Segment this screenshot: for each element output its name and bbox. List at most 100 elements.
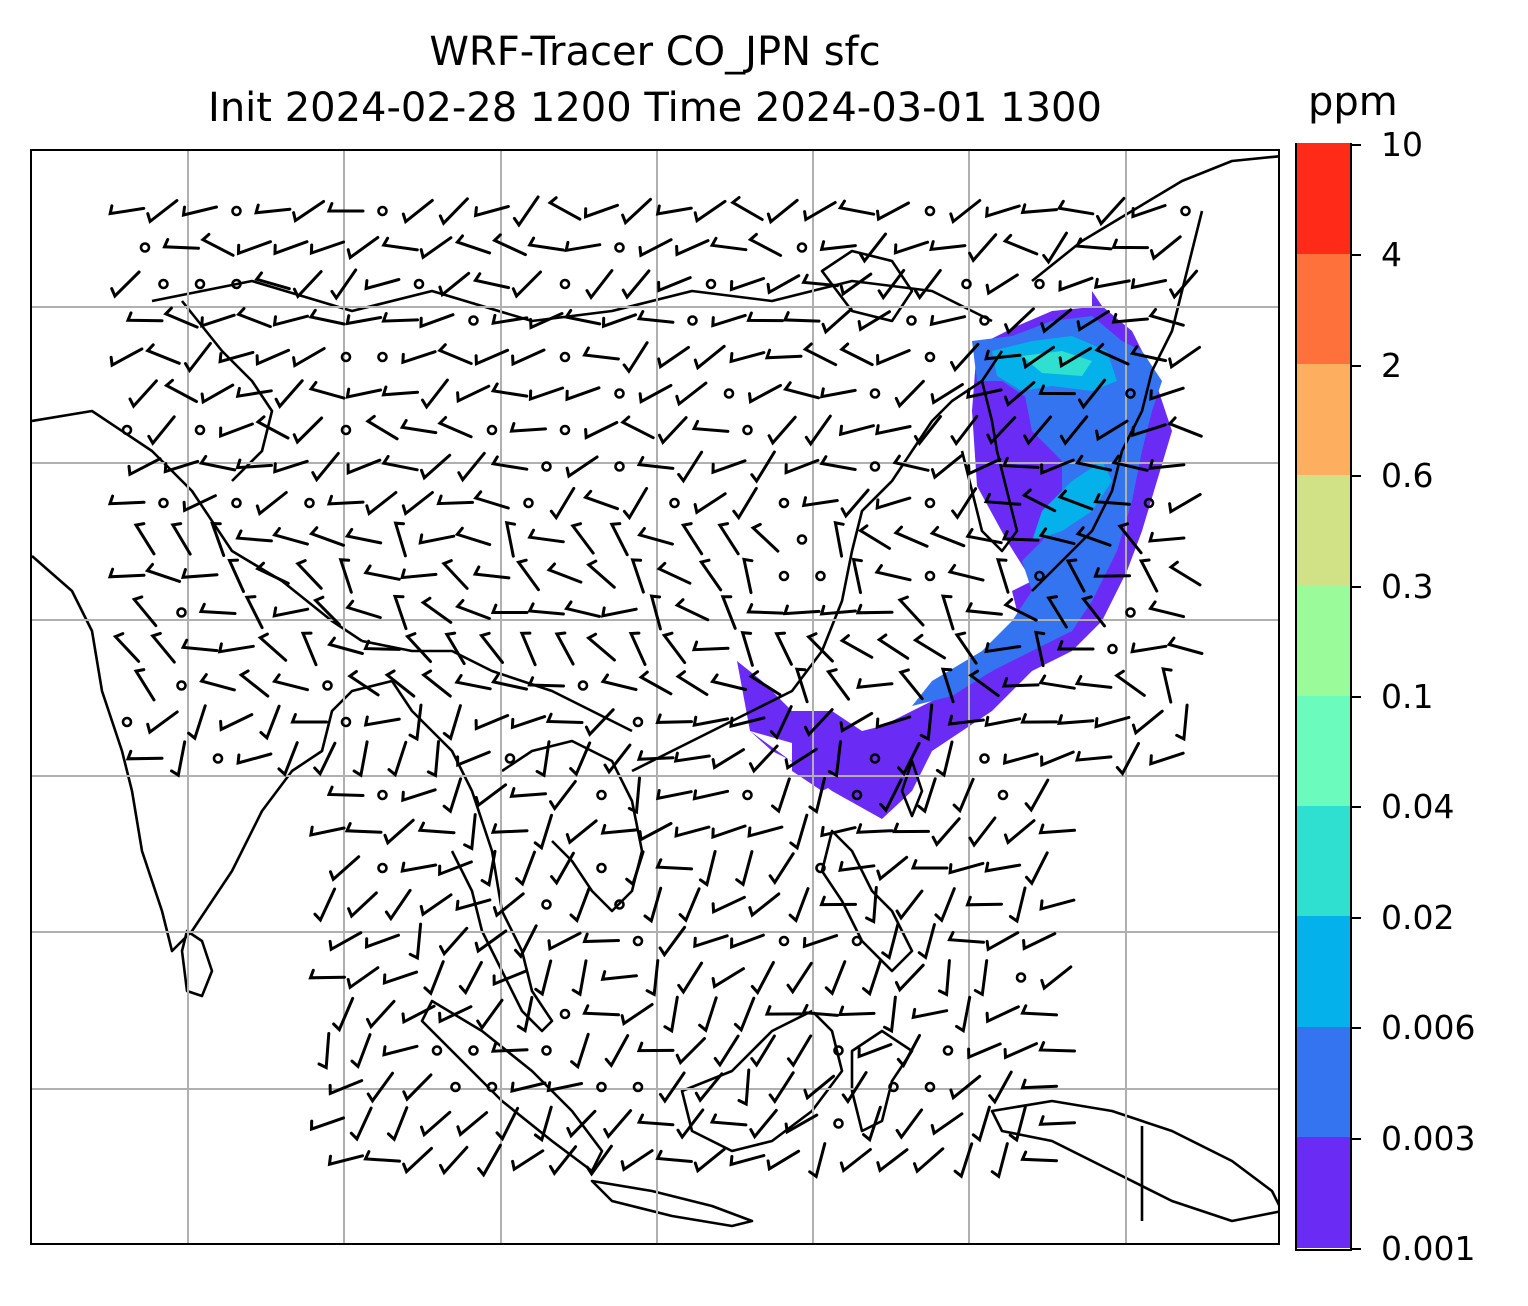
wind-barb xyxy=(1002,752,1039,766)
wind-barb xyxy=(476,998,504,1031)
colorbar-segment xyxy=(1297,363,1350,475)
wind-barb xyxy=(897,741,921,777)
wind-barb xyxy=(328,931,363,952)
calm-wind-circle xyxy=(194,424,206,436)
calm-wind-circle xyxy=(413,278,425,290)
wind-barb xyxy=(1040,965,1073,991)
wind-barb xyxy=(827,740,842,778)
calm-wind-circle xyxy=(541,1045,552,1056)
wind-barb xyxy=(533,813,553,851)
wind-barb xyxy=(983,492,1022,506)
wind-barb xyxy=(272,606,310,618)
wind-barb xyxy=(913,1147,945,1174)
coast-borneo xyxy=(680,1009,844,1153)
wind-barb xyxy=(272,314,309,327)
wind-barb xyxy=(729,716,766,729)
wind-barb xyxy=(273,240,309,256)
wind-barb xyxy=(546,562,583,584)
wind-barb xyxy=(510,715,547,730)
calm-wind-circle xyxy=(577,680,589,691)
wind-barb xyxy=(694,1072,724,1103)
wind-barb xyxy=(919,703,934,742)
wind-barb xyxy=(819,895,857,907)
wind-barbs xyxy=(107,195,1204,1179)
wind-barb xyxy=(112,632,141,663)
wind-barb xyxy=(292,270,323,300)
wind-barb xyxy=(876,855,909,882)
wind-barb xyxy=(1111,238,1149,250)
calm-wind-circle xyxy=(596,789,607,801)
calm-wind-circle xyxy=(596,1081,607,1093)
wind-barb xyxy=(292,200,326,223)
wind-barb xyxy=(1111,312,1149,324)
wind-barb xyxy=(585,1144,613,1177)
wind-barb xyxy=(273,459,309,474)
wind-barb xyxy=(401,198,434,225)
wind-barb xyxy=(408,922,423,961)
map-panel xyxy=(30,149,1280,1245)
wind-barb xyxy=(582,932,620,944)
wind-barb xyxy=(404,632,432,663)
wind-barb xyxy=(474,348,510,366)
wind-barb xyxy=(711,967,745,989)
wind-barb xyxy=(656,561,692,585)
wind-barb xyxy=(710,673,747,691)
wind-barb xyxy=(199,673,236,692)
wind-barb xyxy=(675,239,710,257)
wind-barb xyxy=(1167,416,1203,438)
wind-barb xyxy=(1129,345,1168,363)
wind-barb xyxy=(198,454,237,472)
wind-barb xyxy=(985,931,1020,952)
wind-barb xyxy=(401,1004,436,1025)
wind-barb xyxy=(750,1034,776,1068)
wind-barb xyxy=(952,777,975,814)
wind-barb xyxy=(940,667,955,704)
wind-barb xyxy=(255,415,290,440)
wind-barb xyxy=(914,269,942,301)
wind-barb xyxy=(438,197,469,226)
calm-wind-circle xyxy=(979,315,990,326)
wind-barb xyxy=(346,966,380,990)
wind-barb xyxy=(584,421,619,440)
wind-barb xyxy=(621,269,651,300)
wind-barb xyxy=(876,201,910,222)
wind-barb xyxy=(988,1070,1013,1105)
wind-barb xyxy=(1020,1150,1058,1163)
wind-barb xyxy=(308,968,346,980)
wind-barb xyxy=(569,741,592,777)
plume-mid xyxy=(912,331,1162,706)
wind-barb xyxy=(515,850,536,887)
wind-barb xyxy=(717,522,740,556)
wind-barb xyxy=(711,313,747,328)
wind-barb xyxy=(1094,715,1131,729)
calm-wind-circle xyxy=(377,351,388,363)
wind-barb xyxy=(366,1071,394,1104)
colorbar-segment xyxy=(1297,805,1350,917)
wind-barb xyxy=(327,1154,364,1167)
wind-barb xyxy=(1038,384,1076,396)
wind-barb xyxy=(730,933,765,950)
colorbar-tick xyxy=(1352,916,1361,919)
wind-barb xyxy=(986,416,1017,446)
wind-barb xyxy=(401,491,434,517)
wind-barb xyxy=(985,204,1021,219)
wind-barb xyxy=(636,310,675,324)
calm-wind-circle xyxy=(1107,643,1118,655)
wind-barb xyxy=(917,777,937,814)
wind-barb xyxy=(820,825,857,838)
wind-barb xyxy=(1169,269,1199,300)
wind-barb xyxy=(1039,898,1076,911)
calm-wind-circle xyxy=(121,424,133,436)
colorbar-tick-label: 0.6 xyxy=(1381,456,1434,496)
wind-barb xyxy=(1003,819,1036,845)
colorbar-tick-label: 0.003 xyxy=(1381,1118,1476,1158)
wind-barb xyxy=(565,819,598,845)
colorbar-tick-label: 0.3 xyxy=(1381,566,1434,606)
wind-barb xyxy=(534,959,553,997)
wind-barb xyxy=(170,522,192,556)
wind-barb xyxy=(1003,381,1036,408)
wind-barb xyxy=(1021,488,1057,513)
wind-barb xyxy=(219,713,254,732)
wind-barb xyxy=(636,1041,675,1053)
wind-barb xyxy=(1148,308,1185,327)
